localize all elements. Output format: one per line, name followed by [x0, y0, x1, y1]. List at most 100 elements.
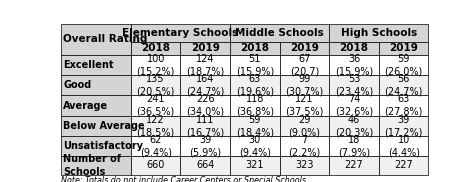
- Text: 63
(19.6%): 63 (19.6%): [236, 74, 274, 96]
- Text: 56
(24.7%): 56 (24.7%): [384, 74, 423, 96]
- Text: 124
(18.7%): 124 (18.7%): [186, 54, 224, 76]
- Bar: [61, 75, 131, 95]
- Text: 2018: 2018: [240, 43, 269, 54]
- Bar: [280, 95, 329, 116]
- Text: 67
(20.7): 67 (20.7): [290, 54, 319, 76]
- Text: 2018: 2018: [141, 43, 170, 54]
- Bar: [131, 55, 181, 75]
- Text: 227: 227: [394, 161, 413, 171]
- Text: 59
(18.4%): 59 (18.4%): [236, 115, 274, 137]
- Bar: [230, 55, 280, 75]
- Bar: [379, 55, 428, 75]
- Text: Elementary Schools: Elementary Schools: [122, 28, 238, 38]
- Bar: [61, 55, 131, 75]
- Bar: [230, 42, 280, 55]
- Text: Middle Schools: Middle Schools: [235, 28, 324, 38]
- Bar: [181, 42, 230, 55]
- Bar: [379, 116, 428, 136]
- Text: 53
(23.4%): 53 (23.4%): [335, 74, 373, 96]
- Text: 2019: 2019: [191, 43, 220, 54]
- Bar: [280, 156, 329, 175]
- Bar: [329, 156, 379, 175]
- Text: 51
(15.9%): 51 (15.9%): [236, 54, 274, 76]
- Text: Unsatisfactory: Unsatisfactory: [64, 141, 143, 151]
- Bar: [61, 156, 131, 175]
- Text: 323: 323: [295, 161, 314, 171]
- Text: 164
(24.7%): 164 (24.7%): [186, 74, 225, 96]
- Bar: [181, 116, 230, 136]
- Text: 100
(15.2%): 100 (15.2%): [137, 54, 175, 76]
- Bar: [181, 75, 230, 95]
- Text: Good: Good: [64, 80, 91, 90]
- Bar: [131, 136, 181, 156]
- Bar: [131, 75, 181, 95]
- Text: 2018: 2018: [339, 43, 369, 54]
- Bar: [329, 24, 428, 42]
- Bar: [230, 24, 329, 42]
- Bar: [131, 95, 181, 116]
- Text: 7
(2.2%): 7 (2.2%): [288, 135, 320, 157]
- Text: 226
(34.0%): 226 (34.0%): [186, 94, 224, 117]
- Bar: [379, 95, 428, 116]
- Text: High Schools: High Schools: [341, 28, 417, 38]
- Text: Excellent: Excellent: [64, 60, 114, 70]
- Bar: [379, 136, 428, 156]
- Bar: [280, 55, 329, 75]
- Bar: [230, 156, 280, 175]
- Text: 135
(20.5%): 135 (20.5%): [137, 74, 175, 96]
- Text: 121
(37.5%): 121 (37.5%): [285, 94, 324, 117]
- Bar: [329, 55, 379, 75]
- Bar: [181, 156, 230, 175]
- Text: 118
(36.8%): 118 (36.8%): [236, 94, 274, 117]
- Bar: [280, 116, 329, 136]
- Text: Below Average: Below Average: [64, 121, 145, 131]
- Bar: [329, 95, 379, 116]
- Text: 122
(18.5%): 122 (18.5%): [137, 115, 175, 137]
- Bar: [280, 75, 329, 95]
- Bar: [181, 136, 230, 156]
- Text: 46
(20.3%): 46 (20.3%): [335, 115, 373, 137]
- Bar: [131, 156, 181, 175]
- Text: 241
(36.5%): 241 (36.5%): [137, 94, 175, 117]
- Bar: [181, 95, 230, 116]
- Text: 660: 660: [146, 161, 165, 171]
- Text: 62
(9.4%): 62 (9.4%): [140, 135, 172, 157]
- Text: 18
(7.9%): 18 (7.9%): [338, 135, 370, 157]
- Bar: [131, 24, 230, 42]
- Bar: [329, 75, 379, 95]
- Bar: [230, 95, 280, 116]
- Bar: [230, 136, 280, 156]
- Bar: [379, 156, 428, 175]
- Bar: [329, 116, 379, 136]
- Text: 36
(15.9%): 36 (15.9%): [335, 54, 373, 76]
- Text: 29
(9.0%): 29 (9.0%): [289, 115, 320, 137]
- Text: 227: 227: [345, 161, 364, 171]
- Bar: [329, 136, 379, 156]
- Text: 111
(16.7%): 111 (16.7%): [186, 115, 224, 137]
- Bar: [280, 136, 329, 156]
- Text: Overall Rating: Overall Rating: [64, 34, 148, 44]
- Text: 10
(4.4%): 10 (4.4%): [388, 135, 419, 157]
- Bar: [61, 24, 131, 55]
- Bar: [131, 116, 181, 136]
- Text: 99
(30.7%): 99 (30.7%): [285, 74, 324, 96]
- Text: 74
(32.6%): 74 (32.6%): [335, 94, 373, 117]
- Bar: [379, 42, 428, 55]
- Text: Number of
Schools: Number of Schools: [64, 154, 121, 177]
- Bar: [181, 55, 230, 75]
- Text: 63
(27.8%): 63 (27.8%): [384, 94, 423, 117]
- Text: Note: Totals do not include Career Centers or Special Schools.: Note: Totals do not include Career Cente…: [61, 176, 309, 182]
- Bar: [131, 42, 181, 55]
- Text: 39
(17.2%): 39 (17.2%): [384, 115, 423, 137]
- Text: Average: Average: [64, 101, 109, 111]
- Bar: [329, 42, 379, 55]
- Text: 2019: 2019: [290, 43, 319, 54]
- Text: 59
(26.0%): 59 (26.0%): [384, 54, 423, 76]
- Bar: [379, 75, 428, 95]
- Text: 30
(9.4%): 30 (9.4%): [239, 135, 271, 157]
- Bar: [230, 75, 280, 95]
- Text: 321: 321: [246, 161, 264, 171]
- Bar: [230, 116, 280, 136]
- Bar: [61, 95, 131, 116]
- Bar: [280, 42, 329, 55]
